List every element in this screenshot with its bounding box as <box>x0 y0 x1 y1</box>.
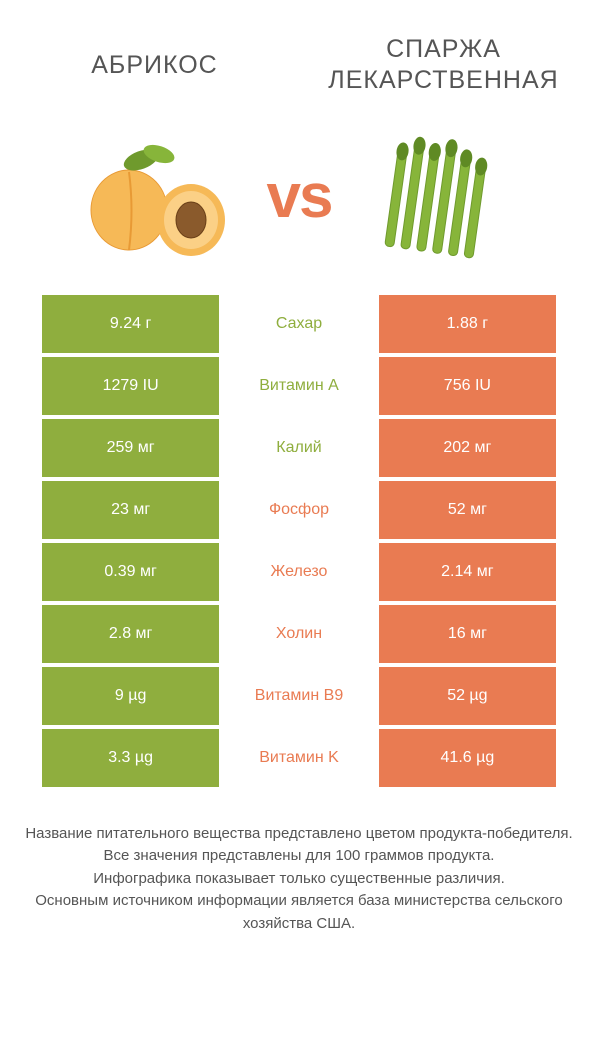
right-value: 1.88 г <box>379 295 556 353</box>
footer-line: Название питательного вещества представл… <box>19 823 579 846</box>
table-row: 0.39 мгЖелезо2.14 мг <box>42 543 556 601</box>
right-value: 756 IU <box>379 357 556 415</box>
left-value: 1279 IU <box>42 357 219 415</box>
footer-notes: Название питательного вещества представл… <box>19 823 579 936</box>
vs-label: vs <box>267 161 332 232</box>
apricot-icon <box>79 127 249 267</box>
footer-line: Все значения представлены для 100 граммо… <box>19 845 579 868</box>
left-value: 9.24 г <box>42 295 219 353</box>
nutrient-label: Сахар <box>219 295 379 353</box>
left-value: 23 мг <box>42 481 219 539</box>
nutrient-label: Холин <box>219 605 379 663</box>
left-value: 9 µg <box>42 667 219 725</box>
nutrient-label: Калий <box>219 419 379 477</box>
right-value: 16 мг <box>379 605 556 663</box>
nutrient-label: Фосфор <box>219 481 379 539</box>
nutrient-label: Витамин B9 <box>219 667 379 725</box>
right-value: 2.14 мг <box>379 543 556 601</box>
table-row: 259 мгКалий202 мг <box>42 419 556 477</box>
left-value: 2.8 мг <box>42 605 219 663</box>
table-row: 23 мгФосфор52 мг <box>42 481 556 539</box>
nutrient-label: Железо <box>219 543 379 601</box>
right-value: 52 мг <box>379 481 556 539</box>
left-product-title: АБРИКОС <box>10 50 299 81</box>
asparagus-icon <box>349 127 519 267</box>
right-value: 41.6 µg <box>379 729 556 787</box>
table-row: 3.3 µgВитамин K41.6 µg <box>42 729 556 787</box>
footer-line: Основным источником информации является … <box>19 890 579 935</box>
nutrient-label: Витамин K <box>219 729 379 787</box>
left-value: 3.3 µg <box>42 729 219 787</box>
right-value: 202 мг <box>379 419 556 477</box>
header-row: АБРИКОС СПАРЖА ЛЕКАРСТВЕННАЯ <box>0 4 598 109</box>
nutrient-label: Витамин A <box>219 357 379 415</box>
table-row: 9.24 гСахар1.88 г <box>42 295 556 353</box>
footer-line: Инфографика показывает только существенн… <box>19 868 579 891</box>
table-row: 1279 IUВитамин A756 IU <box>42 357 556 415</box>
left-value: 0.39 мг <box>42 543 219 601</box>
left-value: 259 мг <box>42 419 219 477</box>
right-value: 52 µg <box>379 667 556 725</box>
table-row: 9 µgВитамин B952 µg <box>42 667 556 725</box>
right-product-title: СПАРЖА ЛЕКАРСТВЕННАЯ <box>299 34 588 97</box>
image-row: vs <box>0 109 598 295</box>
table-row: 2.8 мгХолин16 мг <box>42 605 556 663</box>
nutrient-table: 9.24 гСахар1.88 г1279 IUВитамин A756 IU2… <box>42 295 556 787</box>
